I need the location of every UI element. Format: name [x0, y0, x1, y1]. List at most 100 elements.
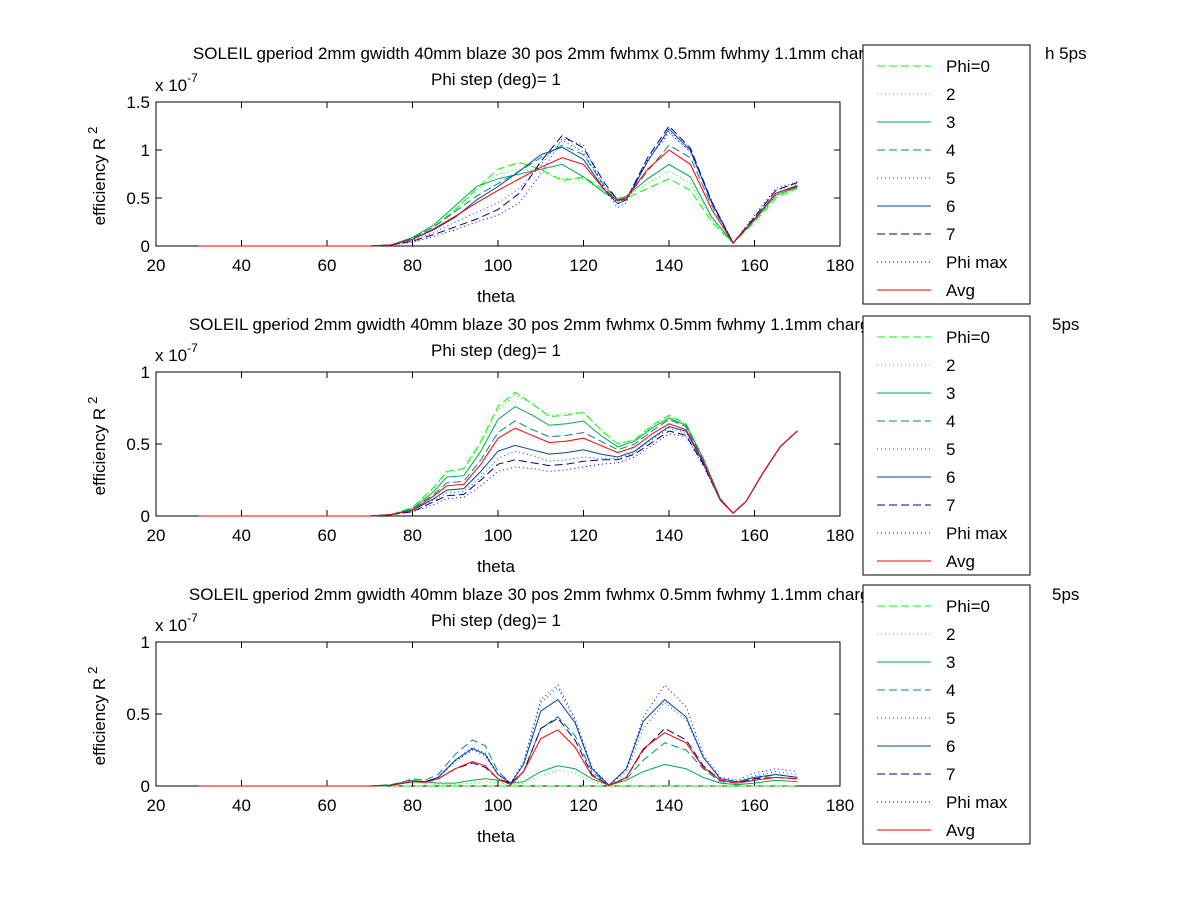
y-axis-label: efficiency R 2 [85, 397, 109, 496]
y-axis-label-main: efficiency R [90, 678, 109, 766]
y-tick-label: 0.5 [126, 189, 150, 208]
legend-label: 7 [946, 225, 955, 244]
legend-label: 4 [946, 681, 955, 700]
x-axis-label: theta [477, 557, 515, 576]
legend-label: 4 [946, 412, 955, 431]
series-line-5 [198, 130, 798, 247]
y-tick-label: 0 [141, 507, 150, 526]
x-tick-label: 100 [484, 256, 512, 275]
y-axis-label-main: efficiency R [90, 408, 109, 496]
chart-subtitle: Phi step (deg)= 1 [431, 341, 561, 360]
x-tick-label: 160 [740, 526, 768, 545]
y-exponent-power: -7 [187, 71, 198, 85]
series-line-4 [198, 716, 798, 787]
x-tick-label: 40 [232, 796, 251, 815]
x-tick-label: 120 [569, 796, 597, 815]
y-tick-label: 0 [141, 237, 150, 256]
series-line-2 [198, 394, 798, 517]
legend-label: 2 [946, 85, 955, 104]
y-tick-label: 1.5 [126, 93, 150, 112]
legend-label: 7 [946, 496, 955, 515]
y-axis-label: efficiency R 2 [85, 667, 109, 766]
x-axis-label: theta [477, 287, 515, 306]
series-line-6 [198, 128, 798, 247]
legend-label: 4 [946, 141, 955, 160]
x-tick-label: 60 [318, 796, 337, 815]
series-line-6 [198, 698, 798, 787]
x-tick-label: 20 [147, 526, 166, 545]
series-line-2 [198, 168, 798, 247]
x-tick-label: 180 [826, 526, 854, 545]
series-line-9 [198, 149, 798, 247]
y-exponent-label: x 10-7 [155, 71, 198, 95]
y-axis-label-sup: 2 [85, 667, 100, 674]
x-tick-label: 140 [655, 526, 683, 545]
x-tick-label: 100 [484, 526, 512, 545]
y-exponent-label: x 10-7 [155, 341, 198, 365]
legend-label: 7 [946, 765, 955, 784]
legend-label: 5 [946, 169, 955, 188]
chart-title: SOLEIL gperiod 2mm gwidth 40mm blaze 30 … [189, 585, 893, 604]
chart-subtitle: Phi step (deg)= 1 [431, 70, 561, 89]
y-axis-label-sup: 2 [85, 127, 100, 134]
x-tick-label: 140 [655, 256, 683, 275]
chart-title-tail: 5ps [1052, 585, 1079, 604]
y-axis-label: efficiency R 2 [85, 127, 109, 226]
legend-label: 2 [946, 625, 955, 644]
chart-panel-1: SOLEIL gperiod 2mm gwidth 40mm blaze 30 … [85, 44, 1087, 306]
legend-label: 5 [946, 440, 955, 459]
y-tick-label: 1 [141, 141, 150, 160]
series-line-1 [198, 391, 798, 517]
legend-label: 6 [946, 468, 955, 487]
legend-label: 6 [946, 737, 955, 756]
series-line-8 [198, 131, 798, 247]
x-tick-label: 20 [147, 796, 166, 815]
series-line-7 [198, 717, 798, 787]
x-tick-label: 140 [655, 796, 683, 815]
plot-area [155, 371, 841, 517]
legend-label: Phi=0 [946, 328, 990, 347]
series-line-3 [198, 163, 798, 247]
legend-box [862, 315, 1031, 576]
legend-label: Phi max [946, 524, 1008, 543]
series-line-9 [198, 423, 798, 517]
series-line-4 [198, 144, 798, 247]
legend-label: Avg [946, 552, 975, 571]
x-tick-label: 80 [403, 256, 422, 275]
chart-title-tail: h 5ps [1045, 44, 1087, 63]
x-tick-label: 80 [403, 526, 422, 545]
series-line-7 [198, 430, 798, 517]
x-tick-label: 80 [403, 796, 422, 815]
legend-box [862, 44, 1031, 305]
chart-panel-2: SOLEIL gperiod 2mm gwidth 40mm blaze 30 … [85, 315, 1079, 576]
series-line-9 [198, 729, 798, 787]
legend-label: 3 [946, 113, 955, 132]
legend-box [862, 584, 1031, 845]
y-exponent-base: x 10 [155, 346, 187, 365]
y-exponent-base: x 10 [155, 616, 187, 635]
y-exponent-base: x 10 [155, 76, 187, 95]
legend-label: Avg [946, 821, 975, 840]
y-exponent-power: -7 [187, 341, 198, 355]
x-tick-label: 180 [826, 256, 854, 275]
legend-label: 6 [946, 197, 955, 216]
legend-label: 3 [946, 384, 955, 403]
x-tick-label: 120 [569, 526, 597, 545]
y-tick-label: 0 [141, 777, 150, 796]
x-tick-label: 60 [318, 256, 337, 275]
x-tick-label: 120 [569, 256, 597, 275]
chart-title: SOLEIL gperiod 2mm gwidth 40mm blaze 30 … [193, 44, 897, 63]
x-tick-label: 100 [484, 796, 512, 815]
x-tick-label: 180 [826, 796, 854, 815]
series-line-1 [198, 161, 798, 247]
y-exponent-label: x 10-7 [155, 611, 198, 635]
x-tick-label: 40 [232, 256, 251, 275]
legend-label: 5 [946, 709, 955, 728]
chart-title: SOLEIL gperiod 2mm gwidth 40mm blaze 30 … [189, 315, 893, 334]
plot-area [155, 641, 841, 787]
series-line-7 [198, 125, 798, 247]
legend-label: 3 [946, 653, 955, 672]
chart-panel-3: SOLEIL gperiod 2mm gwidth 40mm blaze 30 … [85, 584, 1079, 846]
x-tick-label: 160 [740, 796, 768, 815]
